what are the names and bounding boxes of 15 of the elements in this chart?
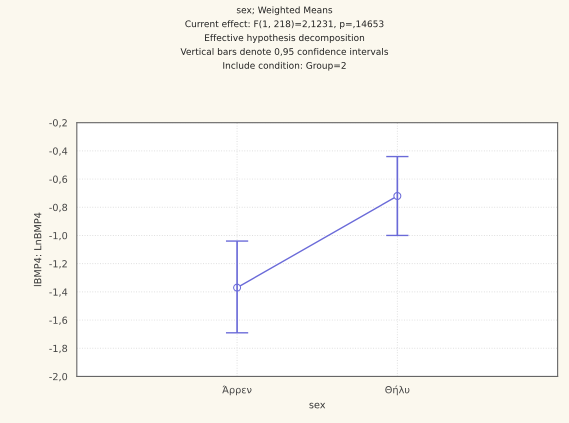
y-tick-label: -1,8: [49, 344, 68, 354]
chart-title: sex; Weighted Means Current effect: F(1, 218)=2,1231, p=,14653 Effective hypothesis decomposition Vertical bars denote 0,95 confidence intervals Include condition: Group=2: [180, 6, 388, 71]
y-tick-label: -1,6: [49, 316, 68, 325]
y-tick-label: -0,2: [49, 119, 67, 128]
y-tick-label: -1,0: [49, 232, 68, 240]
y-tick-label: -0,4: [49, 147, 68, 156]
y-axis-title: lBMP4: LnBMP4: [34, 212, 42, 286]
y-tick-label: -2,0: [49, 372, 68, 382]
y-tick-label: -0,8: [49, 204, 68, 212]
x-tick-label: Θήλυ: [385, 386, 410, 396]
y-tick-label: -1,4: [49, 288, 68, 297]
x-axis-title: sex: [309, 402, 326, 408]
x-tick-label: Άρρεν: [222, 386, 252, 396]
y-tick-label: -1,2: [49, 260, 67, 268]
y-tick-label: -0,6: [49, 176, 68, 184]
